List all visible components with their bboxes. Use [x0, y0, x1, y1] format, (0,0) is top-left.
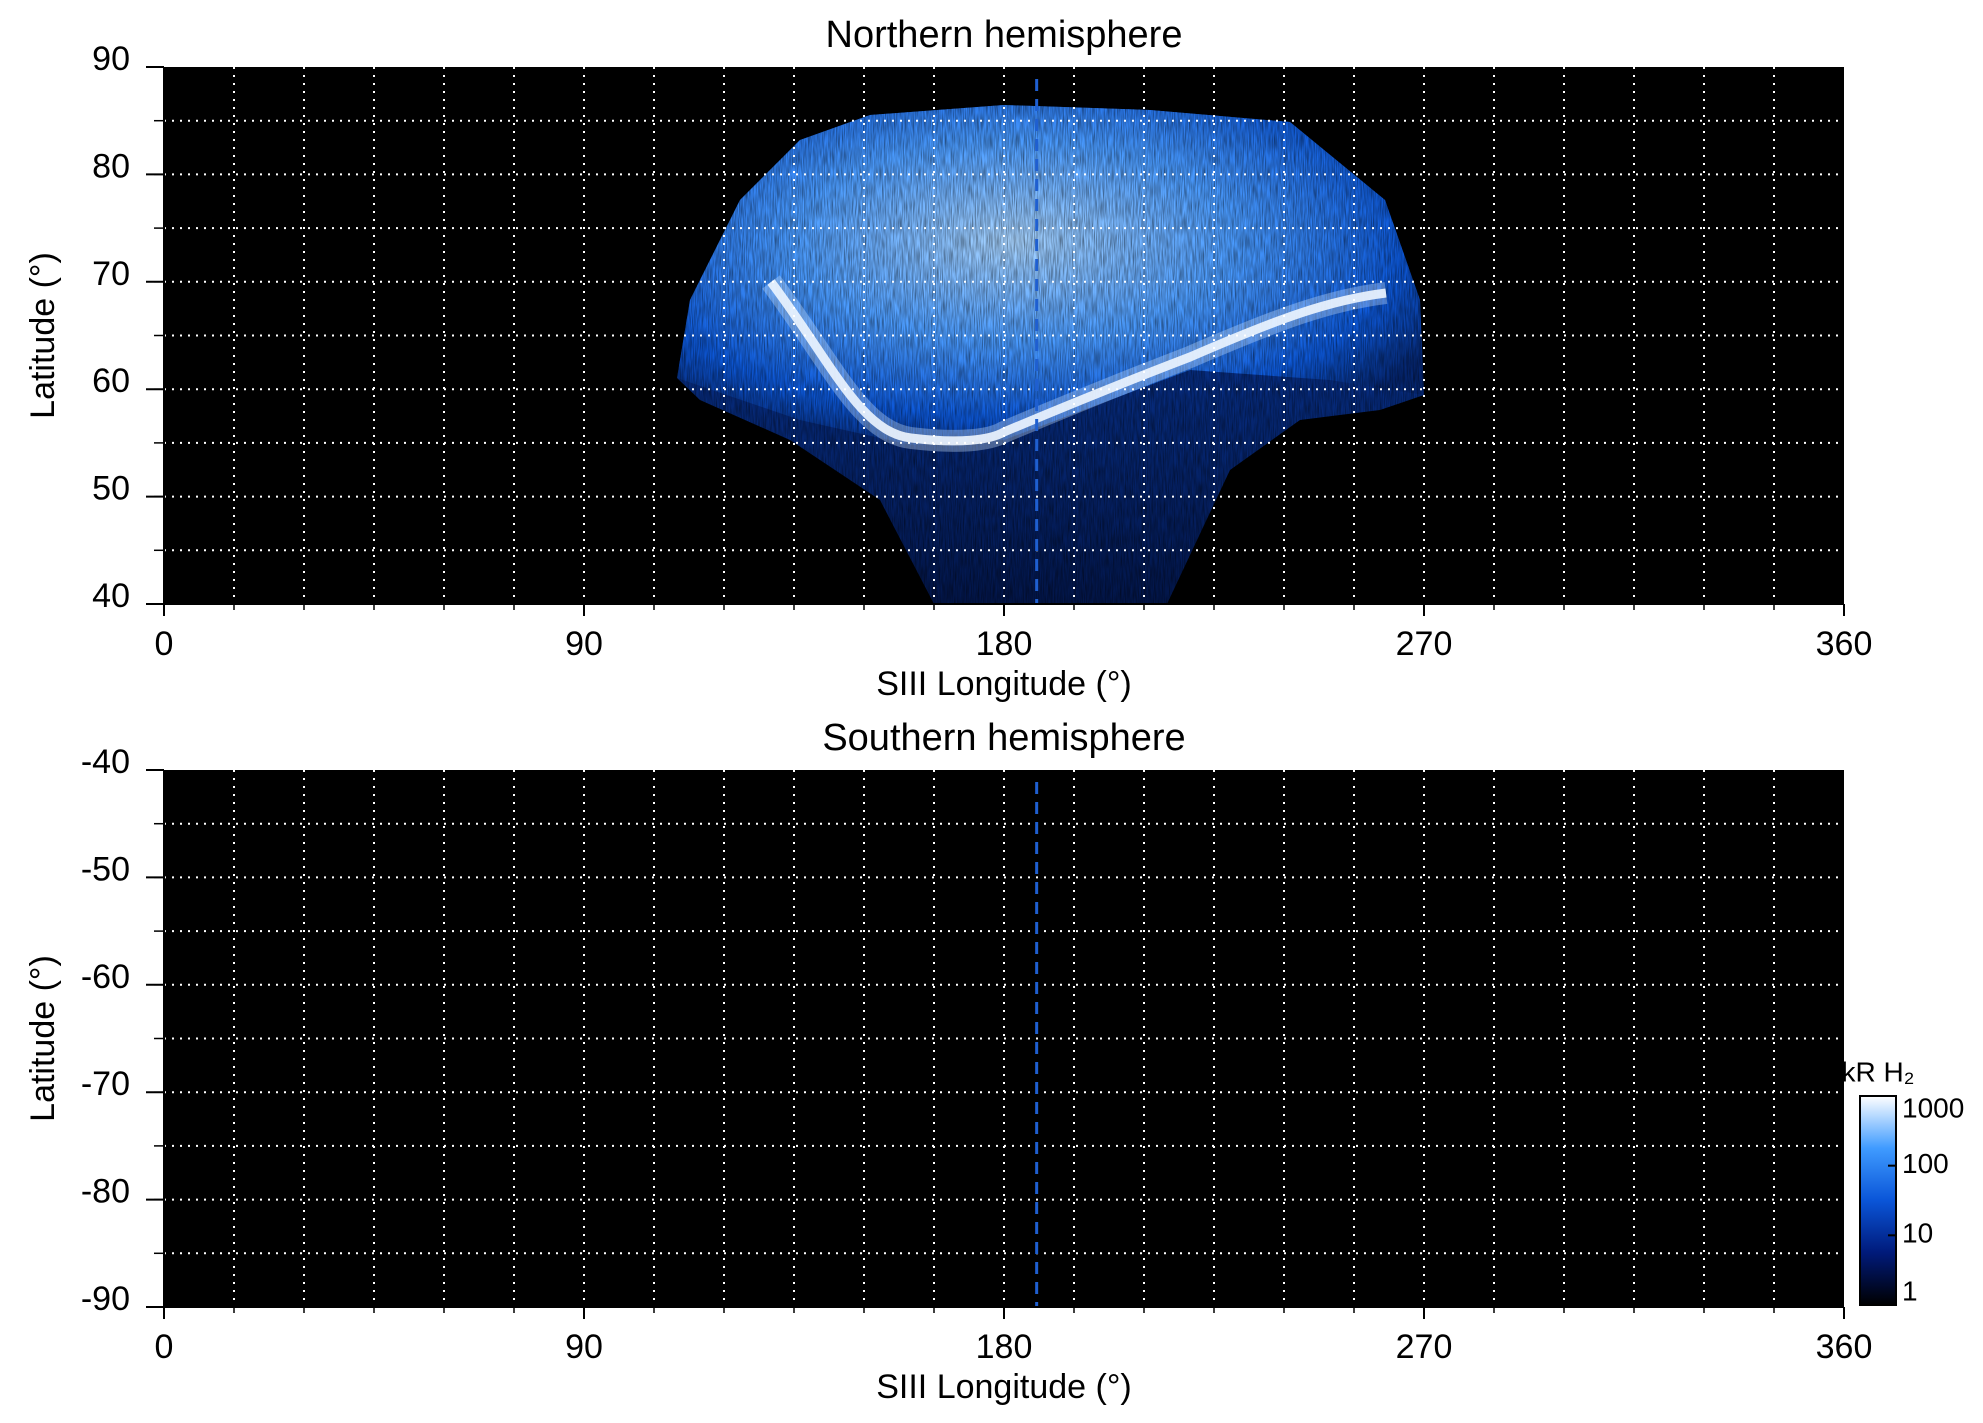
x-tick-label: 270	[1396, 1328, 1453, 1366]
auroral-oval-halo	[762, 275, 1388, 452]
x-tick-label: 180	[976, 1328, 1033, 1366]
colorbar-tick-label: 100	[1902, 1148, 1949, 1179]
chart-title: Southern hemisphere	[822, 717, 1185, 759]
x-tick-label: 180	[976, 625, 1033, 663]
y-tick-label: -60	[81, 958, 130, 996]
auroral-oval	[767, 279, 1387, 446]
y-tick-label: 40	[92, 577, 130, 615]
colorbar	[1859, 1095, 1897, 1306]
y-tick-label: -70	[81, 1065, 130, 1103]
colorbar-tick-label: 10	[1902, 1218, 1933, 1249]
aurora-image	[660, 100, 1440, 604]
x-tick-label: 270	[1396, 625, 1453, 663]
y-tick-label: 90	[92, 40, 130, 78]
x-tick-label: 90	[565, 625, 603, 663]
y-tick-label: -50	[81, 850, 130, 888]
x-tick-label: 90	[565, 1328, 603, 1366]
x-axis-title: SIII Longitude (°)	[876, 1368, 1132, 1406]
x-tick-label: 0	[155, 1328, 174, 1366]
x-axis-title: SIII Longitude (°)	[876, 665, 1132, 703]
y-tick-label: 60	[92, 362, 130, 400]
x-tick-label: 360	[1816, 1328, 1873, 1366]
y-tick-label: 80	[92, 147, 130, 185]
y-axis-title: Latitude (°)	[24, 252, 62, 419]
y-tick-label: 50	[92, 470, 130, 508]
x-tick-label: 360	[1816, 625, 1873, 663]
chart-title: Northern hemisphere	[826, 14, 1183, 56]
y-tick-label: 70	[92, 255, 130, 293]
colorbar-tick-label: 1	[1902, 1275, 1918, 1306]
y-axis-title: Latitude (°)	[24, 955, 62, 1122]
colorbar-label: kR H₂	[1841, 1056, 1914, 1087]
aurora-texture	[660, 100, 1440, 604]
y-tick-label: -80	[81, 1173, 130, 1211]
y-tick-label: -40	[81, 743, 130, 781]
colorbar-tick-label: 1000	[1902, 1092, 1964, 1123]
y-tick-label: -90	[81, 1280, 130, 1318]
overlays: 0 90 180 270 360 40 50 60 70 80 90 Northern hemisph…	[24, 14, 1964, 1406]
x-tick-label: 0	[155, 625, 174, 663]
